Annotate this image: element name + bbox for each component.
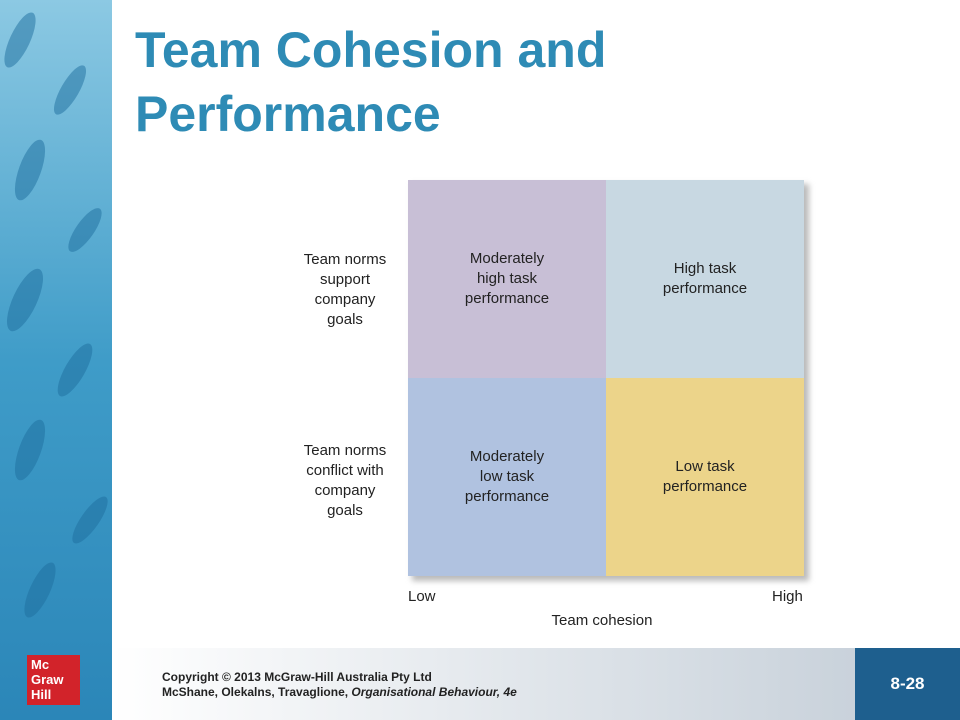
- cell-line: Moderately: [469, 250, 545, 267]
- decor-strip: [0, 0, 112, 720]
- logo-line: Hill: [31, 687, 52, 702]
- row-label: Team norms conflict with company goals: [280, 441, 410, 521]
- copyright: Copyright © 2013 McGraw-Hill Australia P…: [162, 670, 432, 684]
- row-label-line: conflict with: [306, 462, 384, 479]
- row-label: Team norms support company goals: [280, 250, 410, 330]
- row-label-line: goals: [327, 502, 363, 519]
- title-line: Performance: [135, 86, 441, 142]
- footer-band: [112, 648, 855, 720]
- title: Team Cohesion and Performance: [135, 18, 606, 146]
- book: Organisational Behaviour, 4e: [351, 685, 517, 699]
- cell: Moderately high task performance: [408, 180, 606, 378]
- slide-number: 8-28: [855, 648, 960, 720]
- cell-line: performance: [464, 488, 550, 505]
- cell: Moderately low task performance: [408, 378, 606, 576]
- axis-high: High: [772, 588, 803, 605]
- cell-line: Moderately: [469, 448, 545, 465]
- row-label-line: support: [319, 271, 371, 288]
- axis-title: Team cohesion: [551, 612, 653, 629]
- row-label-line: company: [314, 482, 376, 499]
- citation: McShane, Olekalns, Travaglione, Organisa…: [162, 685, 517, 700]
- logo-line: Mc: [31, 657, 50, 672]
- cell-line: High task: [673, 260, 737, 277]
- title-line: Team Cohesion and: [135, 22, 607, 78]
- row-label-line: Team norms: [303, 442, 387, 459]
- cell-line: low task: [479, 468, 535, 485]
- authors: McShane, Olekalns, Travaglione,: [162, 685, 349, 699]
- cell-line: Low task: [675, 458, 735, 475]
- cell-line: high task: [476, 270, 538, 287]
- row-label-line: goals: [327, 311, 363, 328]
- cell-line: performance: [662, 478, 748, 495]
- logo: Mc Graw Hill: [27, 655, 80, 705]
- row-label-line: company: [314, 291, 376, 308]
- cell: High task performance: [606, 180, 804, 378]
- cell-line: performance: [662, 280, 748, 297]
- cell-line: performance: [464, 290, 550, 307]
- row-label-line: Team norms: [303, 251, 387, 268]
- cell: Low task performance: [606, 378, 804, 576]
- logo-line: Graw: [31, 672, 64, 687]
- footer-text: Copyright © 2013 McGraw-Hill Australia P…: [162, 670, 517, 700]
- axis-low: Low: [408, 588, 436, 605]
